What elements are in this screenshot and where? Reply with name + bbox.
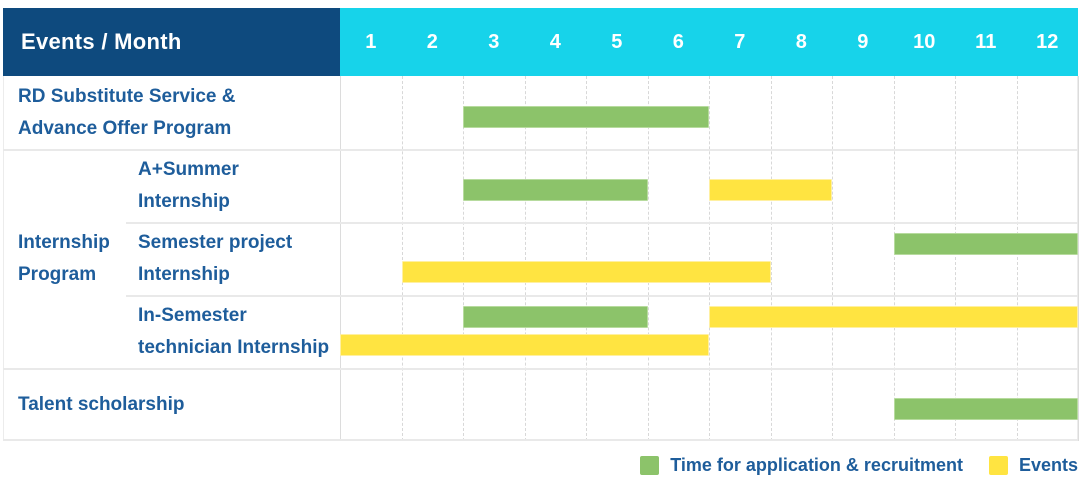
legend-item-events: Events xyxy=(988,454,1078,476)
legend-label-events: Events xyxy=(1018,454,1078,475)
gantt-bar-green-m3-m5 xyxy=(463,306,648,328)
month-label: 8 xyxy=(795,30,807,53)
row-label-rd-substitute: RD Substitute Service & Advance Offer Pr… xyxy=(18,85,236,139)
gantt-bar-yellow-m7-m12 xyxy=(709,306,1078,328)
month-gridline xyxy=(463,76,464,441)
yellow-swatch-icon xyxy=(988,455,1008,475)
row-label-a-plus-summer: A+Summer Internship xyxy=(138,158,239,212)
month-gridline xyxy=(709,76,710,441)
month-label: 9 xyxy=(857,30,869,53)
legend-item-application: Time for application & recruitment xyxy=(640,455,963,476)
table-body xyxy=(3,76,1078,441)
month-gridline xyxy=(586,76,587,441)
gantt-bar-yellow-m1-m6 xyxy=(340,334,709,356)
gantt-bar-green-m3-m6 xyxy=(463,106,709,128)
gantt-bar-yellow-m2-m7 xyxy=(401,261,771,283)
month-label: 11 xyxy=(975,30,997,53)
group-label-internship-program: Internship Program xyxy=(18,231,110,285)
month-gridline xyxy=(832,76,833,441)
gantt-bar-green-m3-m5 xyxy=(463,179,648,201)
month-label: 7 xyxy=(734,30,746,53)
month-gridline xyxy=(524,76,526,441)
month-label: 1 xyxy=(365,30,377,53)
page-title: Events / Month xyxy=(21,29,182,54)
row-label-semester-project: Semester project Internship xyxy=(138,231,293,285)
month-gridline xyxy=(647,76,649,441)
month-label: 10 xyxy=(913,30,936,53)
month-label: 12 xyxy=(1036,30,1059,53)
month-gridline xyxy=(1078,76,1079,441)
row-divider xyxy=(3,439,1078,441)
row-divider xyxy=(3,368,1078,370)
month-gridline xyxy=(401,76,403,441)
header-title-cell: Events / Month xyxy=(3,8,340,76)
gantt-bar-green-m10-m12 xyxy=(893,233,1078,255)
month-header-row: 1 2 3 4 5 6 7 8 9 10 11 12 xyxy=(340,8,1078,76)
row-label-in-semester-technician: In-Semester technician Internship xyxy=(138,304,330,358)
row-divider xyxy=(3,149,1078,151)
month-gridline xyxy=(770,76,772,441)
month-gridline xyxy=(955,76,956,441)
month-gridline xyxy=(893,76,895,441)
gantt-bar-green-m10-m12 xyxy=(893,398,1078,420)
month-label: 4 xyxy=(549,30,561,53)
row-label-talent-scholarship: Talent scholarship xyxy=(18,393,185,415)
row-divider xyxy=(126,295,1078,297)
month-label: 2 xyxy=(426,30,438,53)
gantt-bar-yellow-m7-m8 xyxy=(709,179,832,201)
month-label: 3 xyxy=(488,30,500,53)
row-divider xyxy=(126,222,1078,224)
month-label: 5 xyxy=(611,30,623,53)
month-gridline xyxy=(1016,76,1018,441)
legend: Time for application & recruitment Event… xyxy=(640,451,1078,479)
month-label: 6 xyxy=(672,30,684,53)
green-swatch-icon xyxy=(640,455,660,475)
legend-label-application: Time for application & recruitment xyxy=(670,454,963,475)
month-gridline xyxy=(340,76,341,441)
